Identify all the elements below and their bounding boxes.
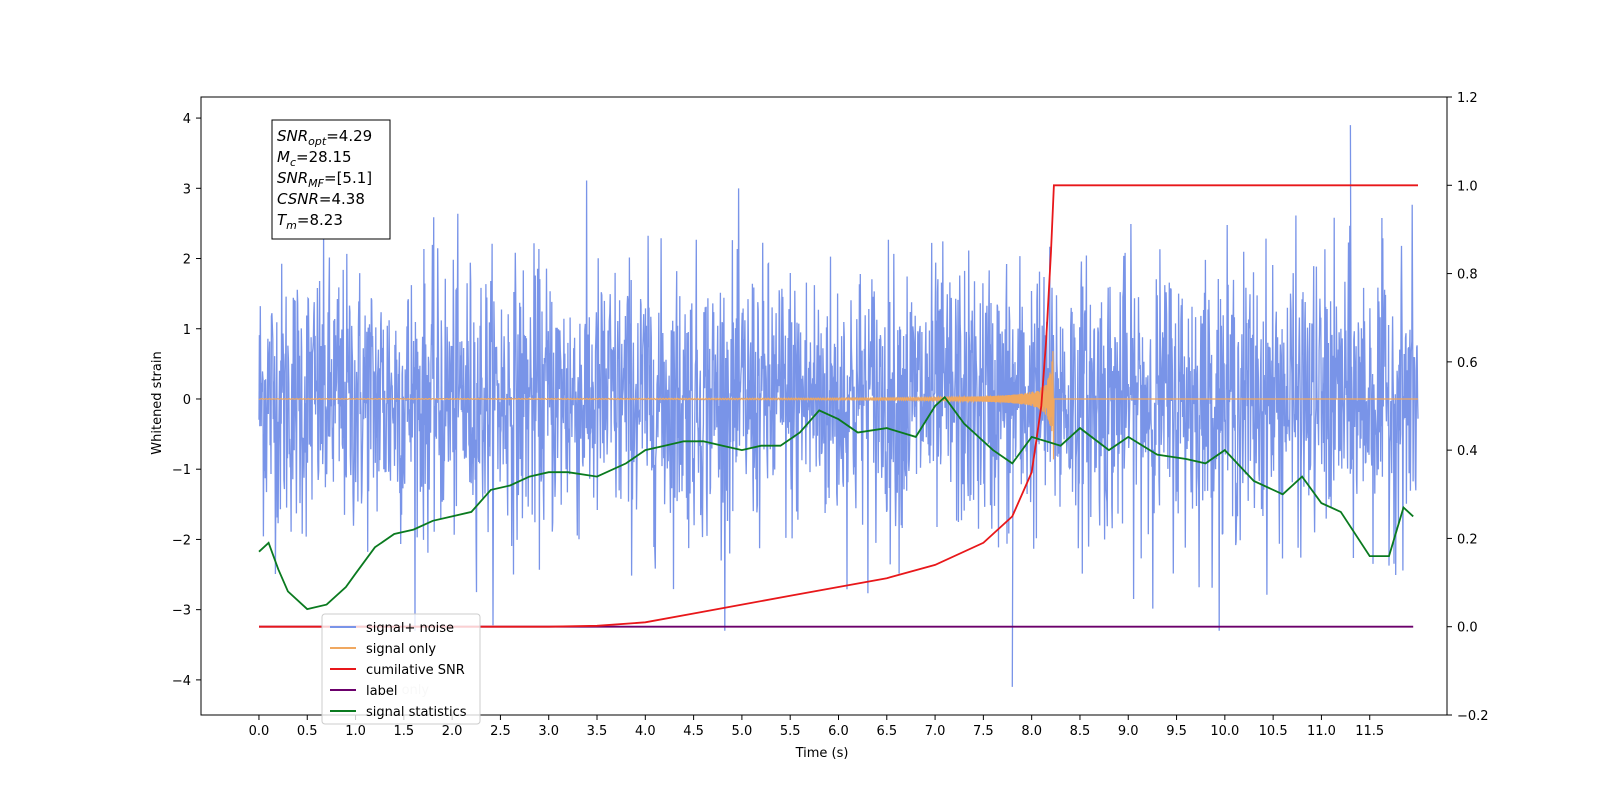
x-tick-label: 3.0 — [538, 724, 559, 739]
y2-tick-label: 0.8 — [1457, 268, 1478, 283]
y2-tick-label: 0.6 — [1457, 356, 1478, 371]
annotation-line: SNRMF=[5.1] — [277, 169, 372, 190]
x-tick-label: 2.0 — [442, 724, 463, 739]
legend-item-cumulative-snr: cumilative SNR — [330, 663, 465, 678]
x-tick-label: 1.0 — [345, 724, 366, 739]
y-tick-label: 0 — [183, 393, 191, 408]
x-tick-label: 7.5 — [973, 724, 994, 739]
y-tick-label: 1 — [183, 323, 191, 338]
y-tick-label: −1 — [172, 463, 191, 478]
annotation-line: SNRopt=4.29 — [277, 127, 372, 148]
x-tick-label: 2.5 — [490, 724, 511, 739]
y-axis-label: Whitened strain — [150, 351, 165, 454]
x-tick-label: 3.5 — [587, 724, 608, 739]
x-tick-label: 8.5 — [1070, 724, 1091, 739]
x-tick-label: 5.0 — [732, 724, 753, 739]
x-tick-label: 4.5 — [683, 724, 704, 739]
series-signal-noise-line — [258, 125, 1419, 687]
legend-item-signal-only: signal only — [330, 642, 436, 657]
legend-label: signal only — [366, 642, 436, 657]
x-tick-label: 9.0 — [1118, 724, 1139, 739]
annotation-line: Tm=8.23 — [277, 211, 343, 232]
y-tick-label: 2 — [183, 253, 191, 268]
legend-label: signal+ noise — [366, 621, 454, 636]
legend-item-signal-noise: signal+ noise — [330, 621, 454, 636]
legend-box — [321, 613, 481, 725]
x-tick-label: 11.0 — [1307, 724, 1336, 739]
y-tick-label: −3 — [172, 604, 191, 619]
x-tick-label: 0.5 — [297, 724, 318, 739]
legend-label: label — [366, 684, 397, 699]
x-tick-label: 10.0 — [1210, 724, 1239, 739]
y2-tick-label: 0.2 — [1457, 532, 1478, 547]
legend-label: signal statistics — [366, 705, 467, 720]
x-tick-label: 1.5 — [393, 724, 414, 739]
x-tick-label: 9.5 — [1166, 724, 1187, 739]
x-tick-label: 8.0 — [1021, 724, 1042, 739]
legend-item-signal-statistics: signal statistics — [330, 705, 467, 720]
x-tick-label: 7.0 — [925, 724, 946, 739]
x-axis-label: Time (s) — [795, 746, 849, 761]
x-tick-label: 5.5 — [780, 724, 801, 739]
x-tick-label: 6.5 — [876, 724, 897, 739]
plot-frame — [200, 96, 1448, 716]
legend-label: cumilative SNR — [366, 663, 465, 678]
y2-tick-label: 1.2 — [1457, 91, 1478, 106]
series-signal-statistics-line — [258, 395, 1414, 611]
x-tick-label: 11.5 — [1355, 724, 1384, 739]
y2-tick-label: 0.0 — [1457, 621, 1478, 636]
series-signal-only-line — [258, 351, 1418, 460]
annotation-frame — [271, 119, 391, 240]
x-tick-label: 4.0 — [635, 724, 656, 739]
y-tick-label: −4 — [172, 674, 191, 689]
y2-tick-label: −0.2 — [1457, 709, 1489, 724]
x-tick-label: 0.0 — [249, 724, 270, 739]
y-tick-label: 4 — [183, 112, 191, 127]
annotation-line: CSNR=4.38 — [277, 190, 365, 208]
annotation-line: Mc=28.15 — [277, 148, 352, 169]
y-tick-label: −2 — [172, 533, 191, 548]
x-tick-label: 6.0 — [828, 724, 849, 739]
series-cumulative-snr-line — [259, 184, 1418, 628]
tick-group: 0.0 0.5 1.0 1.5 2.0 2.5 3.0 3.5 4.0 4.5 5.0 5.5 6.0 6… — [172, 91, 1489, 739]
y-tick-label: 3 — [183, 182, 191, 197]
y2-tick-label: 0.4 — [1457, 444, 1478, 459]
x-tick-label: 10.5 — [1259, 724, 1288, 739]
legend-item-label: label — [330, 684, 397, 699]
y2-tick-label: 1.0 — [1457, 179, 1478, 194]
